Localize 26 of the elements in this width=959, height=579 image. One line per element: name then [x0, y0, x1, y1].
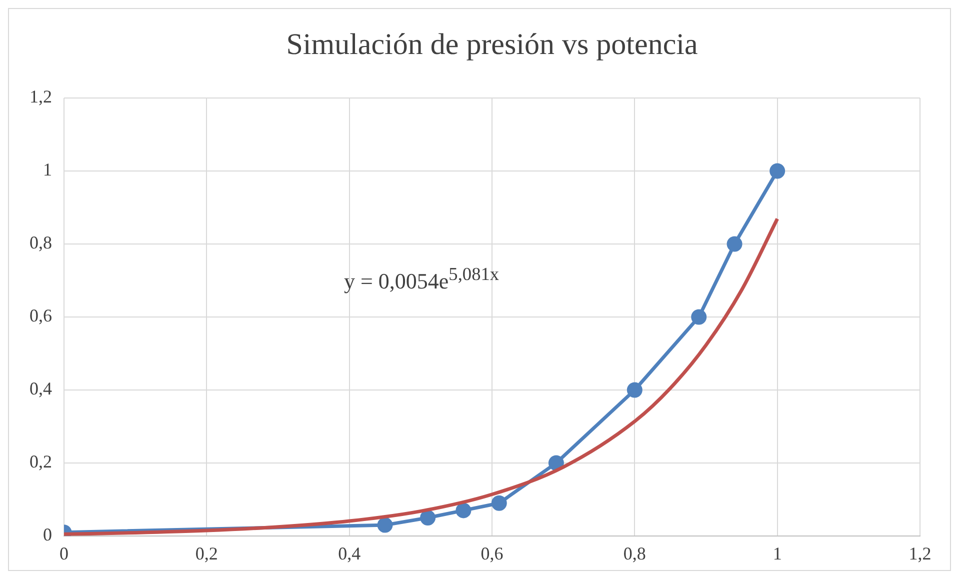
y-tick-label: 0 — [43, 524, 52, 545]
line-series — [64, 217, 780, 536]
x-tick-label: 1,2 — [908, 544, 932, 564]
x-tick-label: 0 — [60, 544, 68, 564]
point — [548, 455, 564, 471]
y-tick-label: 0,6 — [30, 306, 52, 326]
annotation: y = 0,0054e$^{5,081x}$ — [344, 264, 500, 294]
x-tick-label: 1 — [772, 544, 782, 564]
x-tick-label: 0,2 — [195, 544, 218, 564]
point — [420, 510, 436, 526]
y-tick-label: 0,4 — [30, 378, 52, 399]
point — [726, 236, 742, 252]
point — [377, 517, 393, 533]
point — [691, 309, 707, 325]
y-tick-label: 0,8 — [30, 232, 52, 253]
x-tick-label: 0,6 — [480, 544, 504, 564]
point — [491, 495, 507, 511]
y-tick-label: 1 — [43, 160, 52, 180]
point — [456, 502, 472, 518]
y-tick-label: 0,2 — [30, 452, 52, 472]
x-tick-label: 0,8 — [623, 544, 646, 564]
y-tick-label: 1,2 — [30, 86, 52, 107]
chart-title: Simulación de presión vs potencia — [286, 28, 698, 61]
point — [770, 163, 786, 179]
point — [626, 382, 642, 398]
x-tick-label: 0,4 — [338, 544, 361, 564]
